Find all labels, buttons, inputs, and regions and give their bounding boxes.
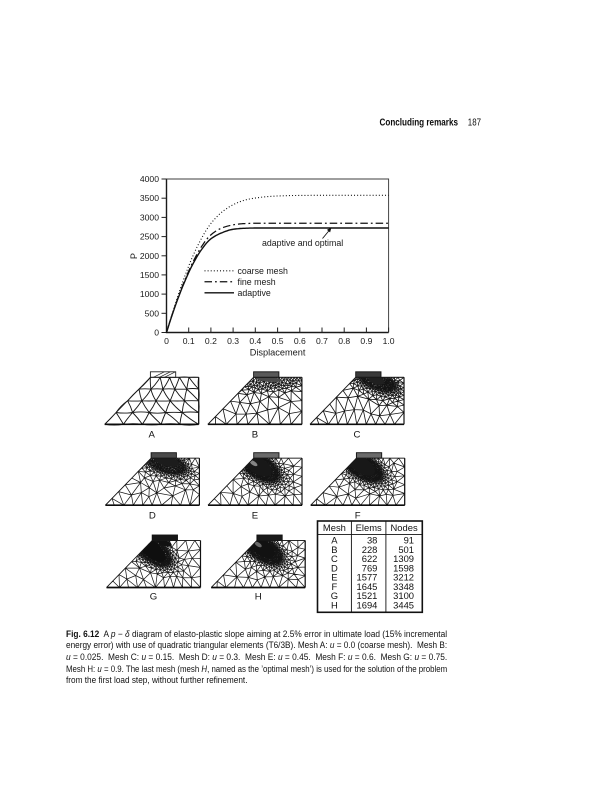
svg-text:1598: 1598: [393, 562, 414, 573]
svg-text:0.1: 0.1: [183, 336, 195, 346]
svg-text:1.0: 1.0: [383, 336, 395, 346]
svg-text:769: 769: [362, 562, 378, 573]
svg-text:1000: 1000: [140, 289, 159, 299]
svg-text:0.3: 0.3: [227, 336, 239, 346]
svg-text:3348: 3348: [393, 581, 414, 592]
svg-text:F: F: [355, 511, 361, 522]
svg-text:3500: 3500: [140, 193, 159, 203]
svg-text:P: P: [129, 253, 139, 259]
svg-text:Concluding remarks: Concluding remarks: [380, 118, 459, 129]
svg-text:1500: 1500: [140, 270, 159, 280]
svg-text:coarse mesh: coarse mesh: [238, 266, 288, 276]
svg-text:E: E: [331, 572, 337, 583]
svg-text:2500: 2500: [140, 232, 159, 242]
svg-text:0.2: 0.2: [205, 336, 217, 346]
svg-text:H: H: [255, 592, 262, 603]
svg-text:1309: 1309: [393, 553, 414, 564]
svg-text:Elems: Elems: [356, 522, 382, 533]
svg-text:0.6: 0.6: [294, 336, 306, 346]
svg-text:38: 38: [367, 535, 377, 546]
svg-text:E: E: [252, 511, 258, 522]
svg-text:D: D: [331, 562, 338, 573]
svg-text:0.4: 0.4: [249, 336, 261, 346]
svg-text:C: C: [331, 553, 338, 564]
svg-text:A: A: [331, 535, 338, 546]
svg-text:500: 500: [145, 308, 160, 318]
svg-text:A: A: [148, 430, 155, 441]
svg-text:187: 187: [468, 118, 481, 129]
svg-text:G: G: [150, 592, 157, 603]
svg-text:Nodes: Nodes: [391, 522, 418, 533]
svg-text:0: 0: [164, 336, 169, 346]
svg-text:adaptive and optimal: adaptive and optimal: [262, 238, 343, 248]
svg-text:0.8: 0.8: [338, 336, 350, 346]
svg-text:C: C: [354, 430, 361, 441]
svg-text:0.5: 0.5: [272, 336, 284, 346]
svg-text:2000: 2000: [140, 251, 159, 261]
svg-text:501: 501: [398, 544, 414, 555]
svg-text:1521: 1521: [357, 590, 378, 601]
svg-text:4000: 4000: [140, 174, 159, 184]
svg-text:91: 91: [404, 535, 414, 546]
svg-text:Displacement: Displacement: [250, 348, 306, 358]
svg-text:1694: 1694: [357, 600, 378, 611]
svg-text:B: B: [331, 544, 337, 555]
svg-text:H: H: [331, 600, 338, 611]
svg-text:3000: 3000: [140, 212, 159, 222]
svg-text:3445: 3445: [393, 600, 414, 611]
svg-text:fine mesh: fine mesh: [238, 277, 276, 287]
svg-text:3100: 3100: [393, 590, 414, 601]
svg-text:F: F: [332, 581, 338, 592]
svg-text:228: 228: [362, 544, 378, 555]
svg-text:D: D: [149, 511, 156, 522]
svg-text:0.7: 0.7: [316, 336, 328, 346]
svg-text:3212: 3212: [393, 572, 414, 583]
svg-text:1577: 1577: [357, 572, 378, 583]
svg-text:B: B: [252, 430, 258, 441]
svg-text:622: 622: [362, 553, 378, 564]
svg-text:adaptive: adaptive: [238, 288, 271, 298]
svg-text:1645: 1645: [357, 581, 378, 592]
svg-text:0: 0: [154, 328, 159, 338]
svg-text:Mesh: Mesh: [323, 522, 346, 533]
svg-text:G: G: [331, 590, 338, 601]
svg-text:0.9: 0.9: [360, 336, 372, 346]
